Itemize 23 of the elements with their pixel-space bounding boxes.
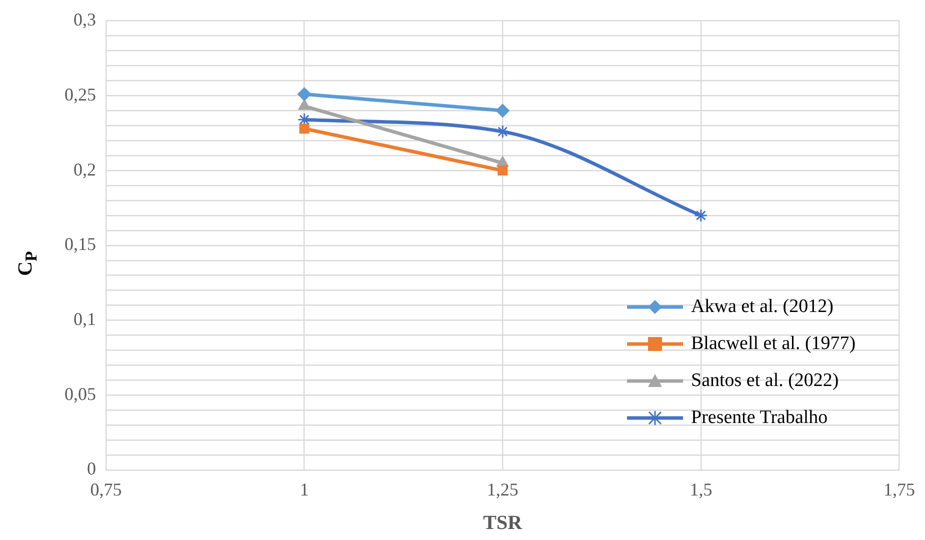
point (299, 124, 310, 134)
legend-label: Presente Trabalho (691, 406, 828, 428)
y-tick-label: 0,25 (64, 84, 96, 104)
point (496, 104, 510, 118)
y-tick-label: 0 (87, 458, 96, 479)
point (496, 124, 510, 138)
point (298, 87, 312, 101)
y-tick-label: 0,3 (74, 10, 96, 30)
y-tick-label: 0,15 (64, 234, 96, 254)
legend-label: Akwa et al. (2012) (691, 296, 834, 318)
legend-label: Blacwell et al. (1977) (691, 332, 856, 354)
x-tick-label: 0,75 (90, 480, 122, 500)
x-tick-label: 1,5 (690, 480, 712, 500)
point (694, 208, 708, 222)
y-tick-label: 0,05 (64, 384, 96, 404)
x-tick-label: 1,25 (486, 480, 518, 500)
x-tick-label: 1,75 (884, 480, 915, 500)
y-tick-label: 0,1 (74, 309, 96, 329)
point (498, 166, 508, 176)
x-axis-title: TSR (483, 512, 523, 534)
legend-label: Santos et al. (2022) (691, 370, 839, 392)
x-tick-label: 1 (300, 480, 309, 500)
y-tick-label: 0,2 (74, 159, 96, 180)
